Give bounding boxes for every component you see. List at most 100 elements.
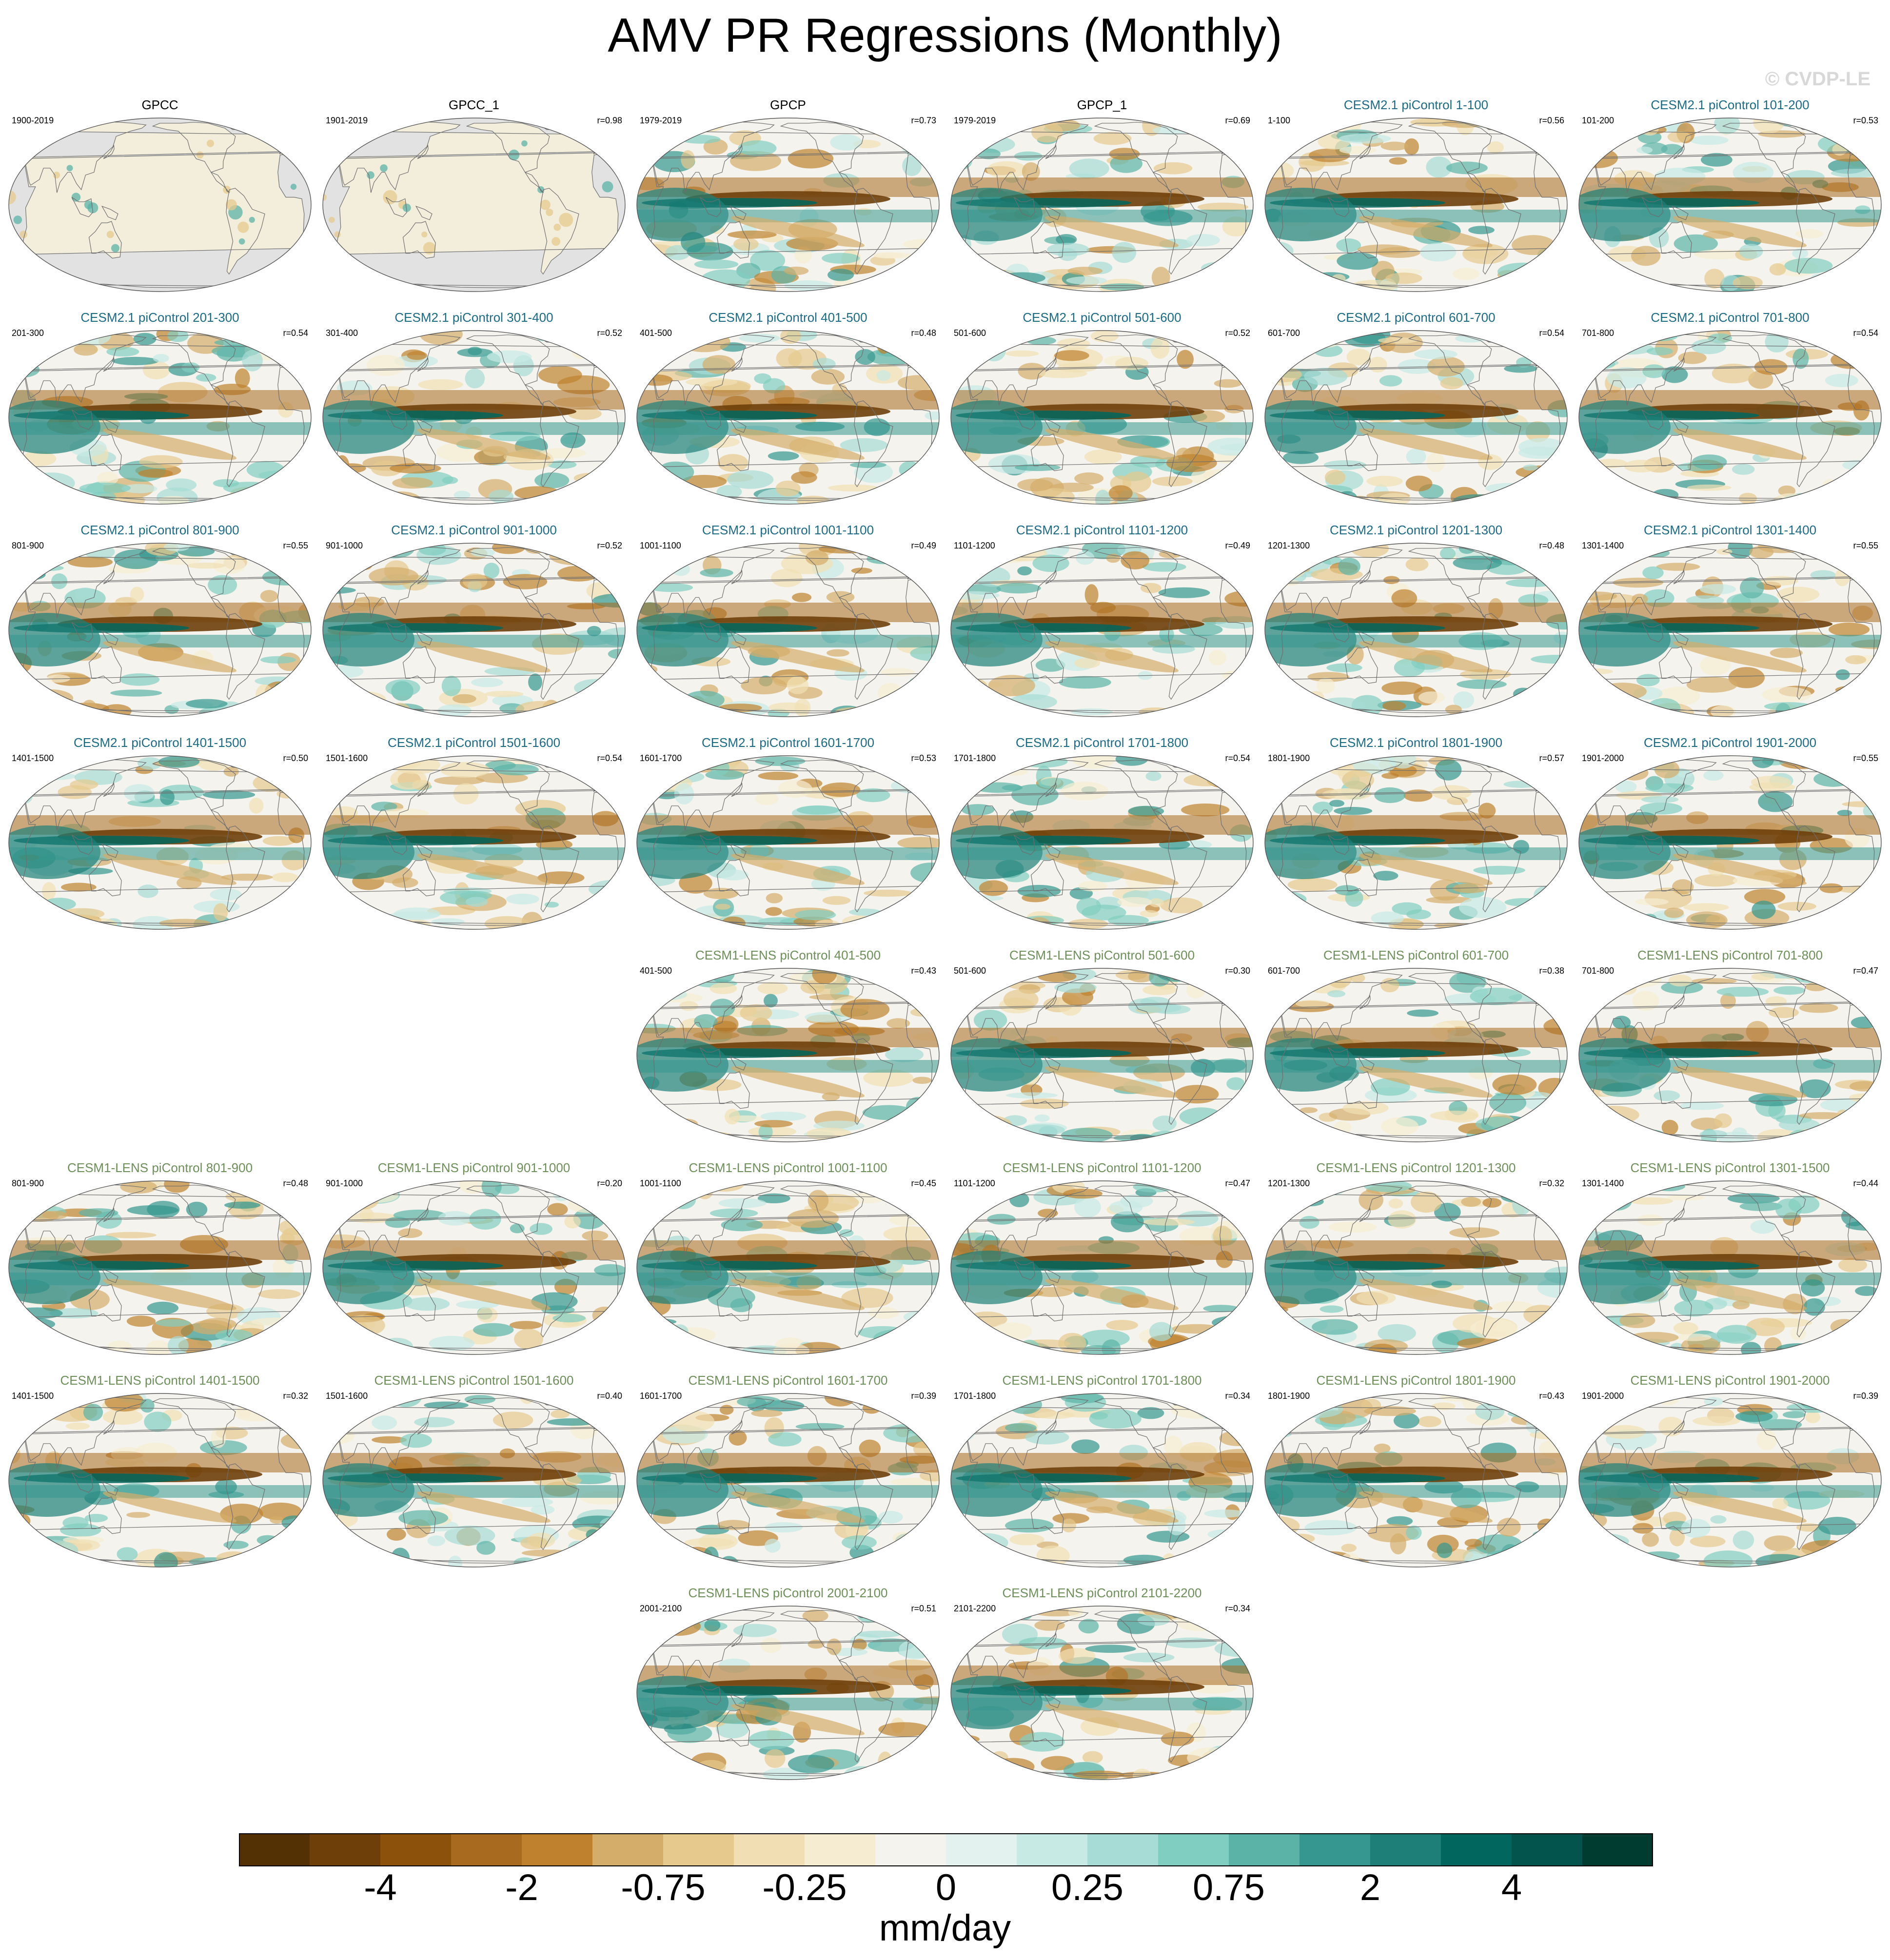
southern-wet-band [1265,1273,1567,1285]
coastline [1152,1022,1172,1043]
coastline [1152,597,1172,618]
precip-anomaly-blob [778,780,812,798]
precip-anomaly-blob [564,488,579,504]
map-panel: CESM1-LENS piControl 1201-1300 1201-1300 r… [1260,1160,1572,1355]
precip-anomaly-blob [1782,1411,1806,1418]
precip-anomaly-blob [1615,781,1637,793]
precip-anomaly-blob [1166,1557,1184,1567]
precip-anomaly-blob [343,904,369,913]
precip-anomaly-blob [694,259,739,269]
coastline [540,400,579,488]
map-panel: CESM1-LENS piControl 1701-1800 1701-1800 r… [946,1373,1258,1568]
precip-anomaly-blob [967,1116,996,1137]
precip-anomaly-blob [199,1440,247,1455]
precip-anomaly-blob [138,884,158,898]
precip-anomaly-blob [953,1621,1004,1629]
coastline [103,569,115,585]
precip-anomaly-blob [858,1326,908,1339]
precip-anomaly-blob [1512,235,1555,255]
precip-anomaly-blob [434,776,485,785]
precip-anomaly-blob [850,462,886,468]
robinson-map [1264,1393,1568,1568]
coastline [103,1207,115,1222]
map-border [322,543,626,717]
coastline [1641,1260,1664,1280]
coastline [524,1235,544,1256]
precip-anomaly-blob [1802,1393,1832,1406]
precip-anomaly-blob [955,1622,986,1634]
precip-anomaly-blob [487,350,532,363]
precip-anomaly-blob [351,1187,366,1197]
coastline [1359,995,1371,1010]
southern-wet-band [951,1060,1253,1073]
coastline [1796,613,1835,700]
precip-anomaly-blob [1482,1197,1502,1208]
south-pacific-dry-band [731,216,865,248]
colorbar-tick-label: 0 [935,1867,957,1908]
precip-anomaly-blob [892,1532,914,1544]
precip-anomaly-blob [567,490,593,504]
precip-anomaly-blob [1165,1637,1217,1648]
precip-anomaly-blob [965,1606,1003,1616]
coastline [1344,1496,1378,1534]
precip-anomaly-blob [640,1322,677,1332]
precip-anomaly-blob [1470,1318,1517,1339]
precip-anomaly-blob [1337,491,1358,504]
panel-title: CESM1-LENS piControl 1701-1800 [1002,1373,1202,1388]
precip-anomaly-blob [123,784,155,802]
precip-anomaly-blob [1059,676,1111,689]
precip-anomaly-blob [768,451,799,461]
precip-anomaly-blob [1533,1328,1557,1343]
precip-anomaly-blob [510,1223,525,1234]
south-pacific-dry-band [1673,853,1807,885]
precip-anomaly-blob [740,1004,772,1022]
coastline [466,1397,550,1449]
coastline [1482,188,1521,275]
map-panel: CESM1-LENS piControl 1001-1100 1001-1100 r… [632,1160,944,1355]
precip-anomaly-blob [1686,911,1728,929]
coastline [1013,410,1036,430]
precip-anomaly-blob [1758,791,1793,812]
precip-anomaly-blob [1324,470,1346,485]
precip-anomaly-blob [962,1617,1002,1628]
precip-anomaly-blob [1579,1533,1629,1549]
land-anomaly-blob [367,171,374,179]
precip-anomaly-blob [1504,898,1544,907]
precip-anomaly-blob [473,1323,514,1337]
south-pacific-dry-band [1673,1491,1807,1523]
coastline [1671,1268,1689,1283]
precip-anomaly-blob [121,484,158,493]
robinson-map [950,118,1254,292]
precip-anomaly-blob [1652,489,1679,501]
coastline [731,1420,743,1435]
land-anomaly-blob [540,199,551,210]
precip-anomaly-blob [83,1404,103,1421]
coastline [731,995,743,1010]
precip-anomaly-blob [765,1522,803,1533]
precip-anomaly-blob [371,802,397,812]
precip-anomaly-blob [980,1766,1001,1780]
coastline [716,433,750,471]
precip-anomaly-blob [1687,484,1732,491]
precip-anomaly-blob [1142,1218,1195,1226]
coastline [854,400,893,488]
precip-anomaly-blob [1803,1298,1825,1316]
coastline [1344,221,1378,259]
panel-title: CESM2.1 piControl 1901-2000 [1643,735,1817,750]
coastline [152,1397,236,1449]
map-border [636,330,940,505]
coastline [466,760,550,811]
precip-anomaly-blob [1346,349,1371,366]
coastline [780,1397,864,1449]
coastline [780,760,864,811]
precip-anomaly-blob [894,543,918,556]
coastline [854,1463,893,1550]
precip-anomaly-blob [245,1549,269,1567]
precip-anomaly-blob [594,1530,610,1552]
colorbar-swatch [1017,1833,1088,1866]
coastline [1327,1047,1350,1068]
south-pacific-dry-band [1359,641,1493,673]
southern-wet-band [951,847,1253,860]
coastline [838,1660,858,1681]
coastline [1094,1610,1178,1661]
